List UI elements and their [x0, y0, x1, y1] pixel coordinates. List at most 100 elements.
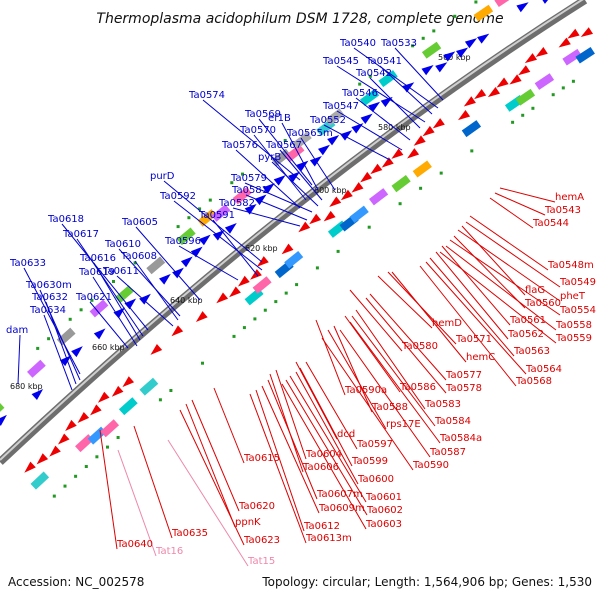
- gene-label-ta0568: Ta0568: [515, 376, 552, 387]
- minus-label-leader: [419, 265, 517, 387]
- gene-arrow: [49, 445, 61, 457]
- minus-label-leader: [349, 289, 403, 352]
- minus-label-leader: [465, 221, 561, 288]
- gene-arrow: [288, 171, 301, 183]
- plus-label-leader: [163, 180, 263, 263]
- gc-marker: [47, 337, 51, 341]
- minus-label-leader: [315, 319, 346, 396]
- gene-label-ta0533: Ta0533: [380, 38, 417, 49]
- minus-label-leader: [281, 383, 367, 530]
- gc-marker: [421, 36, 425, 40]
- gene-arrow: [518, 65, 531, 76]
- plus-label-leader: [23, 267, 81, 375]
- gene-arrow: [237, 275, 250, 287]
- plus-label-leader: [76, 238, 144, 337]
- gene-label-ta0545: Ta0545: [322, 56, 359, 67]
- gene-label-ta0640: Ta0640: [116, 539, 153, 550]
- minus-label-leader: [377, 275, 433, 329]
- gene-label-ta0601: Ta0601: [365, 492, 402, 503]
- minus-label-leader: [489, 197, 534, 229]
- plus-label-leader: [281, 122, 319, 191]
- gene-label-ta0619: Ta0619: [78, 267, 115, 278]
- minus-label-leader: [269, 373, 304, 473]
- gene-label-dam: dam: [6, 325, 28, 336]
- gene-arrow: [318, 144, 330, 156]
- feature-block: [139, 377, 159, 396]
- gene-label-ta0542: Ta0542: [355, 68, 392, 79]
- gc-marker: [295, 283, 299, 287]
- plus-label-leader: [178, 245, 239, 281]
- gene-arrow: [180, 256, 193, 268]
- gene-label-ta0592: Ta0592: [159, 191, 196, 202]
- gene-label-phet: pheT: [560, 291, 586, 302]
- minus-label-leader: [295, 361, 338, 440]
- gene-label-ta0565m: Ta0565m: [286, 128, 333, 139]
- gene-arrow: [59, 355, 72, 367]
- gene-arrow: [360, 113, 373, 124]
- gc-marker: [198, 207, 202, 211]
- gene-label-ta0543: Ta0543: [544, 205, 581, 216]
- plus-label-leader: [116, 275, 174, 327]
- minus-label-leader: [425, 261, 527, 375]
- gene-arrow: [422, 125, 435, 137]
- gene-label-hemc: hemC: [466, 352, 495, 363]
- feature-block: [473, 4, 494, 22]
- plus-label-leader: [245, 194, 308, 221]
- plus-label-leader: [258, 118, 313, 186]
- gene-arrow: [524, 53, 538, 64]
- page-title: Thermoplasma acidophilum DSM 1728, compl…: [96, 11, 503, 27]
- gc-marker: [36, 346, 40, 350]
- gene-arrow: [580, 27, 594, 38]
- gc-marker: [187, 216, 191, 220]
- gene-arrow: [124, 298, 137, 310]
- plus-label-leader: [173, 200, 263, 271]
- plus-label-leader: [92, 276, 138, 347]
- gene-label-ta0630m: Ta0630m: [25, 280, 72, 291]
- gc-marker: [283, 139, 287, 142]
- minus-label-leader: [351, 315, 436, 427]
- gene-label-rps17e: rps17E: [386, 419, 421, 430]
- minus-label-leader: [275, 369, 307, 460]
- plus-label-leader: [369, 77, 421, 129]
- gene-arrow: [381, 157, 394, 168]
- feature-block: [30, 471, 50, 490]
- gene-arrow: [323, 210, 336, 222]
- gene-arrow: [212, 229, 225, 241]
- gc-marker: [230, 181, 234, 185]
- gene-label-ta0611: Ta0611: [102, 266, 139, 277]
- gene-label-ta0613m: Ta0613m: [305, 533, 352, 544]
- gene-arrow: [327, 134, 340, 146]
- gc-marker: [176, 225, 180, 229]
- plus-label-leader: [43, 314, 73, 391]
- minus-label-leader: [355, 309, 426, 410]
- gc-marker: [474, 0, 478, 4]
- gc-marker: [439, 171, 443, 175]
- gene-label-ta0541: Ta0541: [365, 56, 402, 67]
- gene-label-ta0579: Ta0579: [230, 173, 267, 184]
- gc-marker: [201, 361, 204, 365]
- plus-label-leader: [93, 262, 141, 341]
- minus-label-leader: [295, 371, 359, 485]
- gene-arrow: [496, 77, 509, 88]
- gene-label-ta0612: Ta0612: [303, 521, 340, 532]
- gene-label-ta0623: Ta0623: [243, 535, 280, 546]
- gene-arrow: [77, 412, 90, 424]
- feature-block: [115, 285, 134, 304]
- minus-label-leader: [179, 409, 245, 546]
- gene-label-ta0621: Ta0621: [75, 292, 112, 303]
- gene-arrow: [122, 376, 135, 388]
- minus-label-leader: [469, 215, 549, 271]
- gene-arrow: [24, 461, 36, 473]
- kbp-tick-label: 660 kbp: [92, 343, 125, 352]
- minus-label-leader: [299, 367, 353, 467]
- minus-label-leader: [339, 329, 431, 458]
- gene-label-ta0634: Ta0634: [29, 305, 66, 316]
- feature-block: [232, 186, 252, 205]
- gene-label-ta0617: Ta0617: [62, 229, 99, 240]
- gene-label-ta0632: Ta0632: [31, 292, 68, 303]
- gene-label-ta0591: Ta0591: [198, 210, 235, 221]
- gene-arrow: [351, 182, 364, 193]
- minus-label-leader: [213, 387, 245, 464]
- feature-block: [412, 160, 432, 178]
- gc-marker: [367, 225, 371, 229]
